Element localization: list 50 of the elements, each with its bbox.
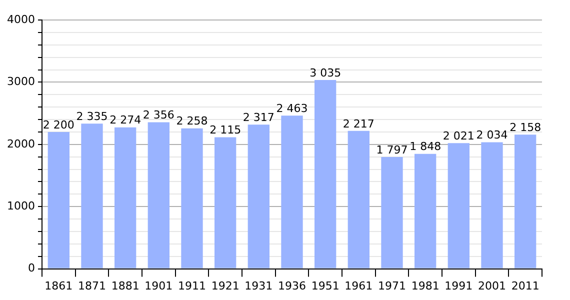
x-tick-label: 1921 <box>211 279 240 292</box>
bar <box>448 143 470 268</box>
data-label: 3 035 <box>310 66 342 80</box>
x-tick-label: 2011 <box>511 279 540 292</box>
bar <box>414 154 436 268</box>
bar <box>514 134 536 268</box>
bar <box>381 157 403 268</box>
x-tick-label: 1971 <box>378 279 406 292</box>
bar <box>114 127 136 268</box>
data-label: 2 034 <box>476 128 508 142</box>
x-tick-label: 1881 <box>111 279 140 292</box>
data-label: 2 158 <box>510 120 542 134</box>
data-label: 2 463 <box>276 102 308 115</box>
data-label: 1 848 <box>410 140 442 154</box>
y-tick-label: 3000 <box>6 75 35 88</box>
x-tick-label: 1861 <box>44 279 73 292</box>
data-label: 2 317 <box>242 111 274 124</box>
x-tick-label: 1911 <box>178 279 206 292</box>
data-label: 2 021 <box>442 129 474 142</box>
x-tick-label: 1901 <box>144 279 173 292</box>
y-tick-label: 0 <box>28 262 35 275</box>
bar <box>248 124 270 268</box>
x-tick-label: 1981 <box>411 279 440 292</box>
x-tick-label: 1991 <box>444 279 473 292</box>
y-tick-label: 1000 <box>6 199 35 212</box>
bar <box>181 128 203 268</box>
x-tick-label: 1871 <box>78 279 106 292</box>
data-label: 2 335 <box>76 110 108 123</box>
bar <box>214 137 236 268</box>
data-label: 2 217 <box>342 117 374 130</box>
bar <box>148 122 170 268</box>
x-tick-label: 1961 <box>344 279 373 292</box>
x-tick-label: 2001 <box>478 279 506 292</box>
data-label: 2 356 <box>142 108 174 122</box>
bar <box>314 80 336 268</box>
y-tick-label: 2000 <box>6 137 35 150</box>
x-tick-label: 1951 <box>311 279 340 292</box>
data-label: 2 258 <box>176 114 208 128</box>
x-tick-label: 1936 <box>278 279 306 292</box>
x-tick-label: 1931 <box>244 279 273 292</box>
data-label: 1 797 <box>376 143 408 156</box>
bar <box>281 116 303 268</box>
bar <box>48 132 70 268</box>
bar <box>481 142 503 268</box>
bar <box>348 130 370 268</box>
data-label: 2 115 <box>210 124 242 137</box>
data-label: 2 274 <box>110 114 142 127</box>
bar <box>81 124 103 268</box>
y-tick-label: 4000 <box>6 12 35 26</box>
data-label: 2 200 <box>42 118 74 132</box>
